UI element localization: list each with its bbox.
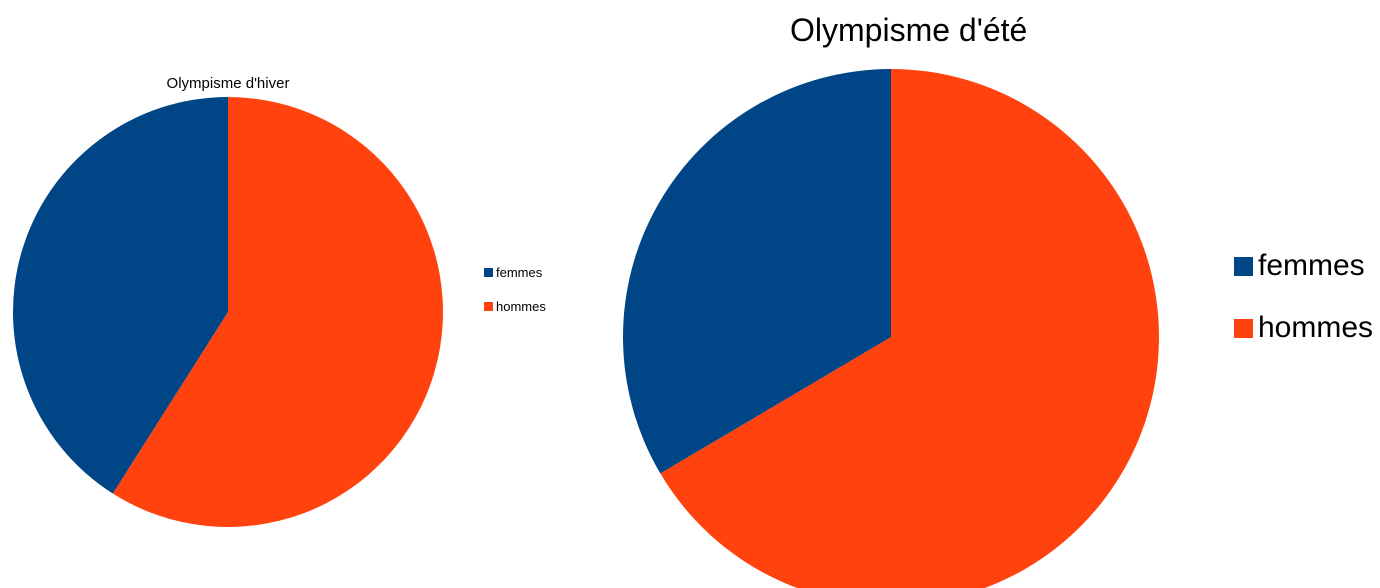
pie-plot-ete <box>623 69 1159 588</box>
legend-item-femmes: femmes <box>1234 248 1373 284</box>
pie-plot-hiver <box>13 97 443 527</box>
legend-swatch-femmes <box>1234 256 1253 276</box>
pie-slice-femmes <box>13 97 229 494</box>
chart-title-hiver: Olympisme d'hiver <box>166 75 290 92</box>
legend-swatch-hommes <box>1234 318 1253 338</box>
pie-slice-femmes <box>623 69 891 474</box>
legend-label-hommes: hommes <box>1258 311 1374 344</box>
pie-slice-hommes <box>660 69 1159 588</box>
legend-label-femmes: femmes <box>496 264 543 280</box>
legend-item-hommes: hommes <box>1234 310 1373 346</box>
legend-label-hommes: hommes <box>496 298 546 314</box>
legend-swatch-hommes <box>484 301 493 311</box>
legend-hiver: femmes hommes <box>484 263 546 331</box>
pie-chart-ete: Olympisme d'été femmes hommes <box>600 0 1380 588</box>
legend-ete: femmes hommes <box>1234 248 1373 372</box>
pie-chart-hiver: Olympisme d'hiver femmes hommes <box>0 0 600 588</box>
pie-slice-hommes <box>112 97 443 527</box>
chart-title-ete: Olympisme d'été <box>790 12 1028 48</box>
legend-label-femmes: femmes <box>1258 249 1365 282</box>
legend-swatch-femmes <box>484 267 493 277</box>
legend-item-hommes: hommes <box>484 297 546 315</box>
legend-item-femmes: femmes <box>484 263 546 281</box>
